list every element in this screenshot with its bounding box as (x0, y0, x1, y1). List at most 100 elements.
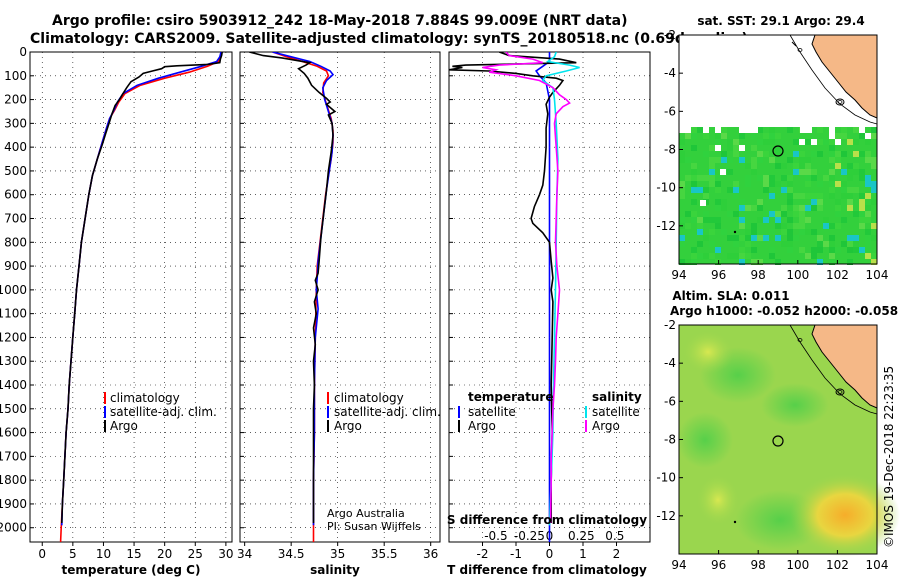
map-x-tick-label: 94 (671, 268, 686, 282)
legend-argo-label: Argo (334, 419, 362, 433)
sst-cell (829, 175, 835, 181)
sst-cell (805, 229, 811, 235)
sst-cell (853, 235, 859, 241)
sst-cell (733, 145, 739, 151)
sst-cell (745, 205, 751, 211)
depth-tick-label: 300 (4, 116, 27, 130)
sst-cell (727, 235, 733, 241)
legend-satellite-label: satellite-adj. clim. (110, 405, 217, 419)
sst-cell (859, 223, 865, 229)
sst-cell (871, 181, 877, 187)
sst-cell (787, 217, 793, 223)
sst-cell (691, 247, 697, 253)
sst-cell (799, 247, 805, 253)
depth-tick-label: 200 (4, 93, 27, 107)
sst-cell (835, 211, 841, 217)
depth-tick-label: 1900 (0, 497, 27, 511)
sst-cell (841, 133, 847, 139)
difference-xlabel: T difference from climatology (447, 563, 647, 577)
legend-t-argo-swatch (458, 420, 460, 432)
sst-cell (679, 235, 685, 241)
credit-argo-australia: Argo Australia (327, 507, 405, 520)
sst-cell (691, 175, 697, 181)
sst-cell (679, 181, 685, 187)
sla-map-title2: Argo h1000: -0.052 h2000: -0.058 (670, 304, 898, 318)
sst-cell (709, 163, 715, 169)
sst-cell (727, 169, 733, 175)
sst-cell (745, 253, 751, 259)
sst-cell (691, 253, 697, 259)
sst-cell (853, 211, 859, 217)
sst-cell (703, 211, 709, 217)
sst-cell (811, 151, 817, 157)
sst-cell (703, 217, 709, 223)
x-tick-label: 36 (423, 547, 438, 561)
sst-cell (793, 223, 799, 229)
sst-cell (715, 205, 721, 211)
sst-cell (811, 193, 817, 199)
sst-cell (847, 199, 853, 205)
sst-cell (709, 169, 715, 175)
sst-cell (739, 259, 745, 265)
series-line (61, 52, 223, 524)
sst-cell (799, 217, 805, 223)
sst-cell (709, 157, 715, 163)
sst-cell (811, 229, 817, 235)
sst-cell (793, 139, 799, 145)
depth-tick-label: 800 (4, 235, 27, 249)
sst-cell (697, 223, 703, 229)
depth-tick-label: 500 (4, 164, 27, 178)
sst-cell (739, 253, 745, 259)
legend-salinity-title: salinity (592, 390, 642, 404)
map-y-tick-label: -2 (664, 318, 676, 332)
sst-map-panel: sat. SST: 29.1 Argo: 29.4 94 96 98 100 102 10… (656, 14, 888, 282)
sst-cell (709, 181, 715, 187)
x-tick-label: 34 (237, 547, 252, 561)
sst-cell (697, 127, 703, 133)
sst-cell (811, 253, 817, 259)
temperature-grid (30, 51, 232, 542)
depth-tick-label: 600 (4, 188, 27, 202)
sst-cell (805, 205, 811, 211)
sst-cell (841, 151, 847, 157)
sst-cell (859, 175, 865, 181)
sst-cell (829, 193, 835, 199)
sst-cell (859, 169, 865, 175)
sst-cell (787, 199, 793, 205)
sst-cell (763, 181, 769, 187)
sst-cell (739, 235, 745, 241)
sst-cell (733, 241, 739, 247)
sst-cell (799, 223, 805, 229)
sla-low-blob (761, 383, 829, 427)
sst-cell (685, 157, 691, 163)
difference-panel: -2 -1 0 1 2-0.5 -0.25 0 0.25 0.5 T difference fr… (447, 51, 651, 577)
sst-cell (859, 199, 865, 205)
depth-tick-label: 400 (4, 140, 27, 154)
sst-cell (799, 151, 805, 157)
sst-missing-cell (829, 127, 835, 133)
sst-cell (751, 223, 757, 229)
map-x-tick-label: 96 (711, 558, 726, 572)
sst-missing-cell (679, 127, 691, 133)
sst-cell (769, 247, 775, 253)
sst-cell (715, 187, 721, 193)
map-x-tick-label: 102 (826, 268, 849, 282)
sst-cell (817, 193, 823, 199)
x-tick-label: 0 (546, 547, 554, 561)
sst-cell (775, 259, 781, 265)
sst-cell (847, 175, 853, 181)
sst-cell (751, 169, 757, 175)
sst-cell (703, 193, 709, 199)
top-x-tick-label: 0.25 (568, 529, 595, 543)
sst-cell (811, 169, 817, 175)
x-tick-label: 5 (69, 547, 77, 561)
x-tick-label: 34.5 (278, 547, 305, 561)
sst-cell (697, 175, 703, 181)
legend-climatology-swatch (104, 392, 106, 404)
sst-cell (841, 181, 847, 187)
sst-cell (763, 151, 769, 157)
sst-cell (787, 193, 793, 199)
sst-cell (769, 139, 775, 145)
sst-cell (781, 187, 787, 193)
